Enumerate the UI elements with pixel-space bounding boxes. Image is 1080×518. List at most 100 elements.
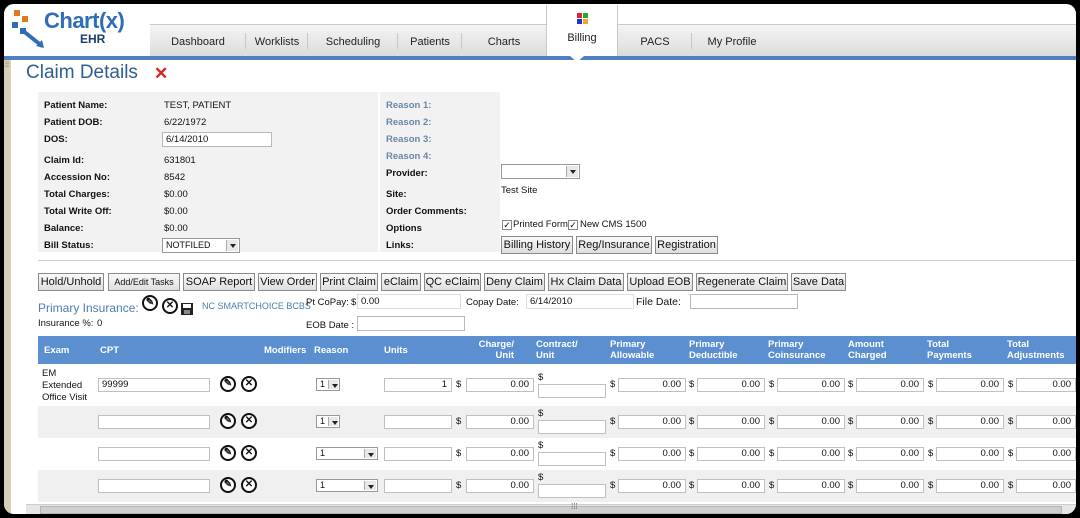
scrollbar-thumb[interactable] (40, 506, 1062, 514)
total-adjustments-field[interactable]: 0.00 (1016, 415, 1076, 429)
reason-select[interactable]: 1 (316, 378, 340, 391)
qc-eclaim-button[interactable]: QC eClaim (424, 273, 481, 291)
cpt-field[interactable] (98, 479, 210, 493)
provider-select[interactable] (501, 164, 580, 179)
contract-unit-field[interactable] (538, 420, 606, 434)
edit-row-icon[interactable]: ✎ (220, 477, 236, 493)
delete-row-icon[interactable]: ✕ (241, 445, 257, 461)
reg-insurance-button[interactable]: Reg/Insurance (576, 236, 652, 254)
registration-button[interactable]: Registration (655, 236, 718, 254)
chevron-down-icon (226, 240, 238, 251)
bill-status-select[interactable]: NOTFILED (162, 238, 240, 253)
units-field[interactable] (384, 479, 452, 493)
view-order-button[interactable]: View Order (258, 273, 317, 291)
amount-charged-field[interactable]: 0.00 (856, 378, 924, 392)
units-field[interactable] (384, 447, 452, 461)
dos-field[interactable]: 6/14/2010 (162, 132, 272, 147)
edit-row-icon[interactable]: ✎ (220, 445, 236, 461)
coinsurance-field[interactable]: 0.00 (777, 447, 845, 461)
reason-select[interactable]: 1 (316, 447, 378, 460)
cpt-field[interactable] (98, 415, 210, 429)
tab-worklists[interactable]: Worklists (246, 25, 308, 57)
print-claim-button[interactable]: Print Claim (320, 273, 378, 291)
floppy-disk-icon[interactable] (181, 303, 193, 315)
edit-insurance-icon[interactable]: ✎ (142, 295, 158, 311)
patient-dob: 6/22/1972 (164, 117, 207, 128)
tab-my-profile[interactable]: My Profile (707, 36, 757, 48)
hx-claim-data-button[interactable]: Hx Claim Data (548, 273, 624, 291)
total-payments-field[interactable]: 0.00 (936, 479, 1004, 493)
total-adjustments-field[interactable]: 0.00 (1016, 378, 1076, 392)
save-data-button[interactable]: Save Data (791, 273, 846, 291)
cpt-field[interactable] (98, 447, 210, 461)
delete-row-icon[interactable]: ✕ (241, 477, 257, 493)
tab-scheduling[interactable]: Scheduling (308, 25, 398, 57)
units-field[interactable] (384, 415, 452, 429)
pt-copay-field[interactable]: 0.00 (357, 294, 461, 309)
tab-pacs[interactable]: PACS (618, 25, 692, 57)
eob-date-field[interactable] (357, 316, 465, 331)
contract-unit-field[interactable] (538, 384, 606, 398)
deductible-field[interactable]: 0.00 (697, 415, 765, 429)
tab-patients[interactable]: Patients (398, 25, 462, 57)
total-adjustments-field[interactable]: 0.00 (1016, 479, 1076, 493)
eclaim-button[interactable]: eClaim (381, 273, 421, 291)
upload-eob-button[interactable]: Upload EOB (627, 273, 693, 291)
coinsurance-field[interactable]: 0.00 (777, 378, 845, 392)
copay-date-field[interactable]: 6/14/2010 (526, 294, 634, 309)
deductible-field[interactable]: 0.00 (697, 378, 765, 392)
reason-3-label: Reason 3: (386, 134, 432, 145)
col-total-adjustments: Total Adjustments (1007, 339, 1065, 361)
reason-select[interactable]: 1 (316, 479, 378, 492)
charge-unit-field[interactable]: 0.00 (466, 479, 534, 493)
tab-billing[interactable]: Billing (546, 5, 618, 57)
side-panel-handle[interactable]: ⁞⁞ (4, 60, 11, 514)
amount-charged-field[interactable]: 0.00 (856, 479, 924, 493)
reason-select[interactable]: 1 (316, 415, 340, 428)
new-cms-1500-checkbox[interactable]: ✓ (568, 220, 578, 230)
amount-charged-field[interactable]: 0.00 (856, 447, 924, 461)
hold-unhold-button[interactable]: Hold/Unhold (38, 273, 104, 291)
chevron-down-icon (364, 449, 376, 458)
printed-form-checkbox[interactable]: ✓ (502, 220, 512, 230)
delete-row-icon[interactable]: ✕ (241, 413, 257, 429)
soap-report-button[interactable]: SOAP Report (183, 273, 255, 291)
amount-charged-field[interactable]: 0.00 (856, 415, 924, 429)
coinsurance-field[interactable]: 0.00 (777, 479, 845, 493)
horizontal-scrollbar[interactable]: ⁞⁞⁞ (26, 502, 1076, 514)
contract-unit-field[interactable] (538, 452, 606, 466)
charge-unit-field[interactable]: 0.00 (466, 447, 534, 461)
charge-unit-field[interactable]: 0.00 (466, 378, 534, 392)
total-payments-field[interactable]: 0.00 (936, 415, 1004, 429)
chevron-down-icon (328, 417, 338, 426)
coinsurance-field[interactable]: 0.00 (777, 415, 845, 429)
add-edit-tasks-button[interactable]: Add/Edit Tasks (108, 273, 180, 291)
tab-charts[interactable]: Charts (487, 36, 521, 48)
total-payments-field[interactable]: 0.00 (936, 378, 1004, 392)
deductible-field[interactable]: 0.00 (697, 479, 765, 493)
delete-insurance-icon[interactable]: ✕ (162, 298, 178, 314)
charge-unit-field[interactable]: 0.00 (466, 415, 534, 429)
deny-claim-button[interactable]: Deny Claim (484, 273, 545, 291)
dollar-sign: $ (538, 440, 544, 451)
allowable-field[interactable]: 0.00 (618, 378, 686, 392)
tab-dashboard[interactable]: Dashboard (150, 25, 246, 57)
allowable-field[interactable]: 0.00 (618, 447, 686, 461)
file-date-field[interactable] (690, 294, 798, 309)
billing-history-button[interactable]: Billing History (501, 236, 573, 254)
allowable-field[interactable]: 0.00 (618, 479, 686, 493)
cpt-field[interactable]: 99999 (98, 378, 210, 392)
insurance-name-link[interactable]: NC SMARTCHOICE BCBS (202, 301, 311, 311)
total-adjustments-field[interactable]: 0.00 (1016, 447, 1076, 461)
edit-row-icon[interactable]: ✎ (220, 413, 236, 429)
dollar-sign: $ (610, 379, 616, 390)
units-field[interactable]: 1 (384, 378, 452, 392)
edit-row-icon[interactable]: ✎ (220, 376, 236, 392)
deductible-field[interactable]: 0.00 (697, 447, 765, 461)
delete-row-icon[interactable]: ✕ (241, 376, 257, 392)
close-icon[interactable]: ✕ (154, 64, 169, 83)
total-payments-field[interactable]: 0.00 (936, 447, 1004, 461)
regenerate-claim-button[interactable]: Regenerate Claim (696, 273, 788, 291)
allowable-field[interactable]: 0.00 (618, 415, 686, 429)
contract-unit-field[interactable] (538, 484, 606, 498)
